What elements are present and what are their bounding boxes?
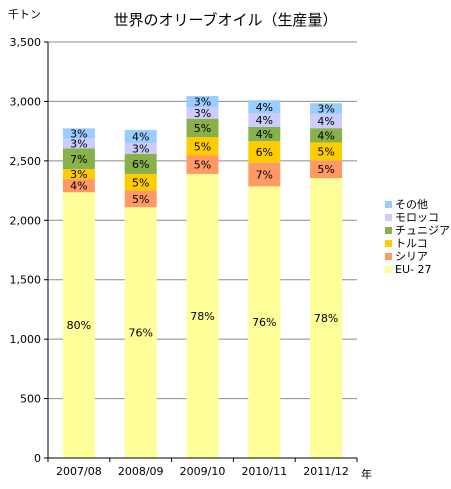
data-label: 5% [317, 163, 334, 176]
y-tick-label: 3,500 [10, 36, 42, 49]
data-label: 76% [252, 316, 276, 329]
x-tick-label: 2009/10 [180, 465, 226, 478]
bar-segment [310, 113, 343, 129]
legend-label: チュニジア [395, 224, 450, 237]
bar-segment [310, 178, 343, 458]
bar-segment [310, 142, 343, 161]
data-label: 3% [317, 103, 334, 116]
bar-segment [124, 190, 157, 208]
data-label: 3% [132, 142, 149, 155]
legend-label: その他 [395, 198, 428, 211]
bar-segment [186, 118, 219, 138]
bar-segment [186, 107, 219, 119]
y-tick-label: 2,500 [10, 155, 42, 168]
legend-swatch [385, 240, 392, 247]
data-label: 3% [194, 96, 211, 109]
data-label: 3% [70, 127, 87, 140]
legend-swatch [385, 227, 392, 234]
bar-segment [248, 162, 281, 187]
bar-segment [310, 160, 343, 179]
y-tick-label: 0 [34, 452, 41, 465]
bar-segment [186, 137, 219, 156]
data-label: 80% [67, 319, 91, 332]
data-label: 78% [190, 310, 214, 323]
bar-segment [248, 100, 281, 114]
data-label: 6% [256, 146, 273, 159]
legend-swatch [385, 214, 392, 221]
bar-segment [186, 155, 219, 174]
bar-segment [186, 173, 219, 458]
data-label: 4% [256, 128, 273, 141]
data-label: 7% [70, 153, 87, 166]
data-label: 76% [128, 327, 152, 340]
x-tick-label: 2010/11 [241, 465, 287, 478]
data-label: 6% [132, 158, 149, 171]
bar-segment [62, 169, 95, 180]
data-label: 5% [132, 176, 149, 189]
bar-segment [124, 207, 157, 458]
bar-segment [248, 141, 281, 163]
x-axis-unit: 年 [361, 468, 372, 481]
x-tick-label: 2008/09 [118, 465, 164, 478]
legend-swatch [385, 201, 392, 208]
y-axis-unit: 千トン [8, 8, 41, 21]
legend-label: EU- 27 [395, 263, 431, 276]
legend-label: モロッコ [395, 211, 439, 224]
data-label: 5% [194, 140, 211, 153]
y-tick-label: 1,000 [10, 333, 42, 346]
data-label: 5% [132, 193, 149, 206]
data-label: 5% [194, 159, 211, 172]
data-label: 5% [317, 145, 334, 158]
x-tick-label: 2007/08 [56, 465, 102, 478]
data-label: 3% [70, 137, 87, 150]
y-tick-label: 3,000 [10, 95, 42, 108]
chart-title: 世界のオリーブオイル（生産量） [113, 11, 338, 29]
legend-label: シリア [395, 250, 428, 263]
data-label: 4% [256, 114, 273, 127]
data-label: 4% [256, 101, 273, 114]
legend-swatch [385, 266, 392, 273]
legend-label: トルコ [395, 237, 428, 250]
data-label: 4% [132, 130, 149, 143]
bar-segment [186, 96, 219, 108]
bar-segment [124, 143, 157, 154]
data-label: 3% [194, 107, 211, 120]
bar-segment [248, 113, 281, 127]
bar-segment [62, 192, 95, 459]
bar-segment [124, 129, 157, 144]
y-tick-label: 500 [20, 393, 41, 406]
y-tick-label: 2,000 [10, 214, 42, 227]
bar-segment [124, 173, 157, 191]
data-label: 4% [317, 129, 334, 142]
legend-swatch [385, 253, 392, 260]
bar-segment [248, 186, 281, 458]
bar-segment [310, 103, 343, 114]
data-label: 7% [256, 169, 273, 182]
bar-segment [62, 148, 95, 170]
bar-segment [124, 153, 157, 174]
data-label: 4% [70, 180, 87, 193]
bar-segment [248, 126, 281, 142]
bar-segment [62, 128, 95, 139]
bar-segment [62, 179, 95, 193]
data-label: 4% [317, 115, 334, 128]
data-label: 5% [194, 122, 211, 135]
data-label: 78% [314, 312, 338, 325]
bar-segment [62, 138, 95, 149]
data-label: 3% [70, 168, 87, 181]
y-tick-label: 1,500 [10, 274, 42, 287]
bar-segment [310, 128, 343, 143]
x-tick-label: 2011/12 [303, 465, 349, 478]
